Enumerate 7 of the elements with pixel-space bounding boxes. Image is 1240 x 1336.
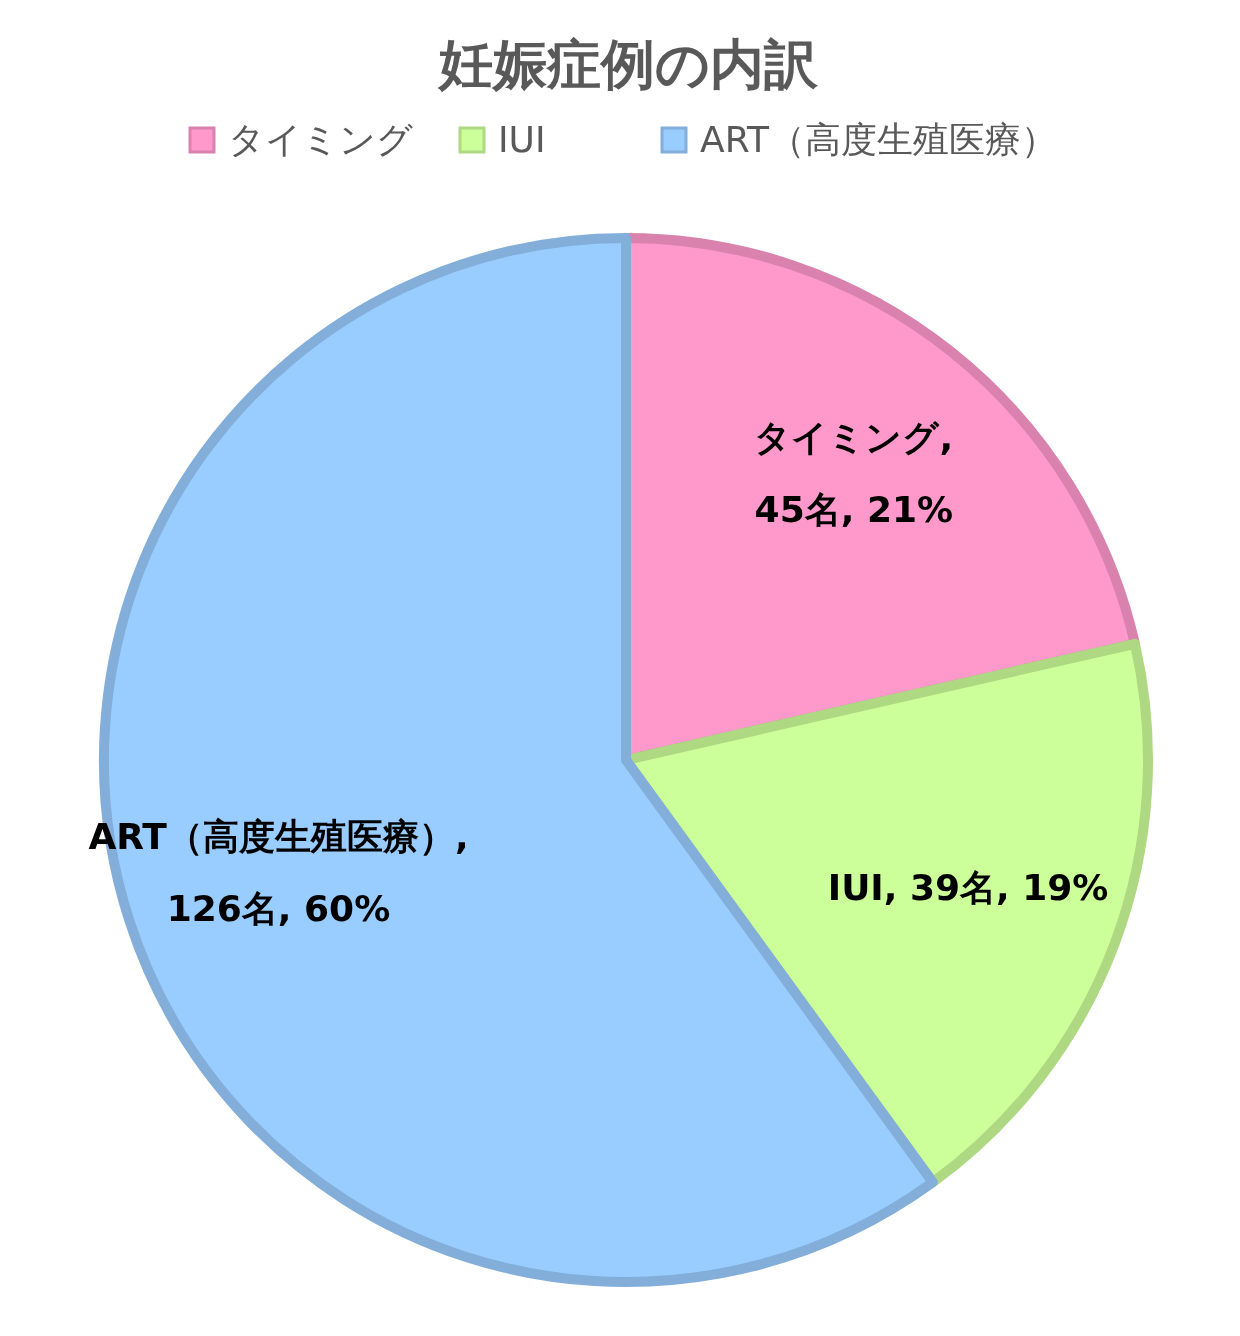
legend-label: IUI xyxy=(498,119,546,160)
chart-title: 妊娠症例の内訳 xyxy=(436,33,819,96)
legend-label: ART（高度生殖医療） xyxy=(700,119,1058,160)
data-label: ART（高度生殖医療）, 126名, 60% xyxy=(88,815,469,929)
data-label: タイミング, 45名, 21% xyxy=(754,417,954,531)
legend-label: タイミング xyxy=(228,119,413,160)
data-label: IUI, 39名, 19% xyxy=(827,867,1109,909)
